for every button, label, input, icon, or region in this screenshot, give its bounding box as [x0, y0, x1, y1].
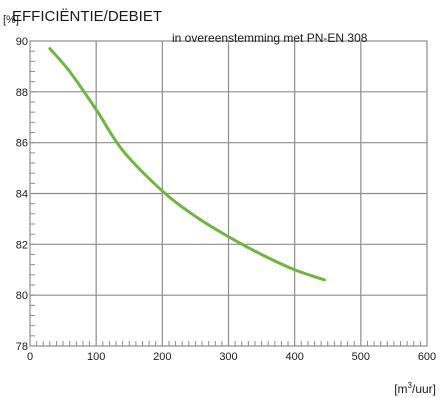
- y-tick-label: 84: [16, 189, 28, 201]
- chart-subtitle: in overeenstemming met PN-EN 308: [172, 31, 368, 45]
- y-tick-label: 82: [16, 239, 28, 251]
- y-tick-label: 86: [16, 138, 28, 150]
- x-axis-label: [m3/uur]: [394, 381, 436, 396]
- chart-grid: [29, 40, 428, 347]
- y-tick-label: 78: [16, 341, 28, 353]
- x-tick-label: 500: [352, 351, 370, 363]
- x-tick-label: 200: [153, 351, 171, 363]
- x-axis-label-tail: /uur]: [412, 382, 436, 396]
- y-tick-label: 80: [16, 290, 28, 302]
- y-tick-label: 88: [16, 87, 28, 99]
- minor-ticks: [30, 40, 421, 347]
- x-tick-label: 0: [27, 351, 33, 363]
- x-tick-label: 300: [219, 351, 237, 363]
- x-tick-label: 600: [418, 351, 436, 363]
- chart-title: EFFICIËNTIE/DEBIET: [12, 8, 162, 25]
- x-tick-label: 400: [285, 351, 303, 363]
- tick-labels: 0 100 200 300 400 500 600 78 80 82 84 86 88 90: [16, 36, 436, 363]
- x-axis-label-base: [m: [394, 382, 407, 396]
- efficiency-curve: [48, 47, 326, 282]
- x-axis-label-sup: 3: [408, 381, 413, 390]
- y-tick-label: 90: [16, 36, 28, 48]
- y-axis-unit: [%]: [3, 14, 19, 26]
- series-layer: [48, 47, 326, 282]
- x-tick-label: 100: [87, 351, 105, 363]
